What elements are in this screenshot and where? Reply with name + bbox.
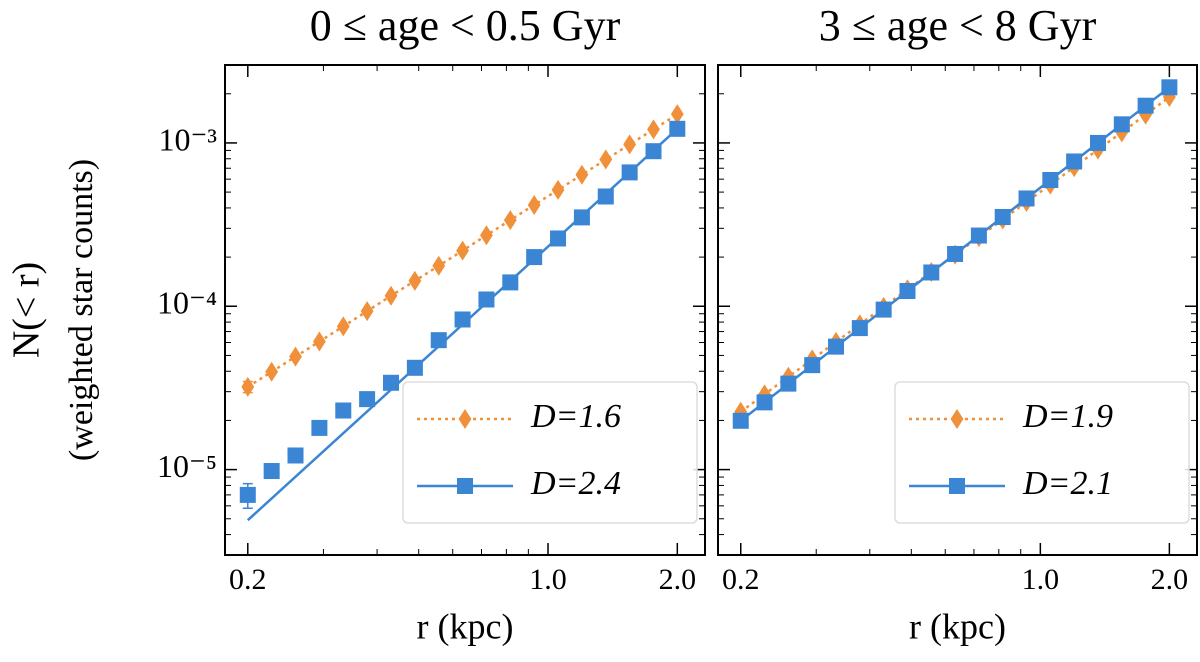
legend-marker: [457, 478, 473, 494]
data-point: [647, 119, 660, 140]
y-tick-label: 10⁻⁴: [157, 285, 217, 321]
x-tick-label: 0.2: [722, 563, 760, 596]
panel-title: 0 ≤ age < 0.5 Gyr: [310, 1, 621, 50]
data-point: [994, 208, 1011, 225]
data-point: [670, 104, 684, 125]
x-axis-label: r (kpc): [909, 606, 1006, 646]
data-point: [669, 120, 686, 137]
data-point: [456, 240, 469, 261]
data-point: [804, 357, 821, 374]
data-point: [1018, 190, 1035, 207]
data-point: [550, 230, 567, 247]
data-point: [780, 375, 797, 392]
legend-label: D=2.4: [530, 465, 621, 502]
legend-marker: [950, 409, 964, 429]
legend-label: D=1.6: [530, 398, 621, 435]
data-point: [406, 359, 423, 376]
data-point: [503, 210, 517, 231]
data-point: [828, 338, 845, 355]
data-point: [575, 164, 589, 185]
data-point: [383, 374, 400, 391]
data-point: [239, 486, 256, 503]
data-point: [265, 361, 279, 382]
data-point: [384, 285, 398, 306]
data-point: [1089, 134, 1106, 151]
data-point: [1115, 122, 1129, 143]
data-point: [599, 149, 613, 170]
x-tick-label: 2.0: [1151, 563, 1189, 596]
data-point: [313, 331, 326, 352]
data-point: [1042, 171, 1059, 188]
data-point: [645, 143, 662, 160]
data-point: [526, 249, 543, 266]
x-tick-label: 0.2: [229, 563, 267, 596]
data-point: [408, 270, 422, 291]
data-point: [923, 264, 940, 281]
data-point: [1113, 116, 1130, 133]
data-point: [1139, 104, 1153, 125]
x-axis-label: r (kpc): [417, 606, 514, 646]
data-point: [970, 227, 987, 244]
data-point: [241, 376, 255, 397]
data-point: [756, 394, 773, 411]
x-tick-label: 1.0: [529, 563, 567, 596]
data-point: [478, 291, 495, 308]
data-point: [875, 301, 892, 318]
y-axis-label: (weighted star counts): [63, 159, 100, 461]
y-tick-label: 10⁻³: [159, 121, 217, 157]
data-point: [1137, 97, 1154, 114]
plot-frame: [224, 64, 706, 556]
data-point: [263, 463, 280, 480]
data-point: [311, 419, 328, 436]
legend-box: [894, 381, 1190, 524]
y-tick-label: 10⁻⁵: [157, 448, 217, 484]
data-point: [551, 179, 565, 200]
data-point: [947, 245, 964, 262]
data-point: [899, 283, 916, 300]
legend-label: D=2.1: [1022, 465, 1113, 502]
data-point: [573, 209, 590, 226]
data-point: [502, 274, 519, 291]
data-point: [289, 346, 302, 367]
legend-marker: [949, 478, 965, 494]
legend-marker: [458, 409, 472, 429]
data-point: [597, 188, 614, 205]
data-point: [1161, 79, 1178, 96]
data-point: [621, 164, 638, 181]
data-point: [454, 311, 471, 328]
data-point: [732, 412, 749, 429]
data-point: [527, 194, 541, 215]
x-tick-label: 1.0: [1022, 563, 1060, 596]
data-point: [480, 225, 493, 246]
data-point: [430, 332, 447, 349]
data-point: [1066, 153, 1083, 170]
data-point: [336, 316, 350, 337]
data-point: [432, 255, 446, 276]
panel-title: 3 ≤ age < 8 Gyr: [819, 1, 1097, 50]
legend-box: [402, 381, 698, 524]
y-axis-label: N(< r): [6, 262, 48, 358]
data-point: [335, 402, 352, 419]
x-tick-label: 2.0: [659, 563, 697, 596]
legend-label: D=1.9: [1022, 398, 1113, 435]
plot-frame: [717, 64, 1198, 556]
data-point: [623, 134, 637, 155]
data-point: [360, 301, 374, 322]
data-point: [851, 320, 868, 337]
data-point: [359, 391, 376, 408]
data-point: [287, 447, 304, 464]
